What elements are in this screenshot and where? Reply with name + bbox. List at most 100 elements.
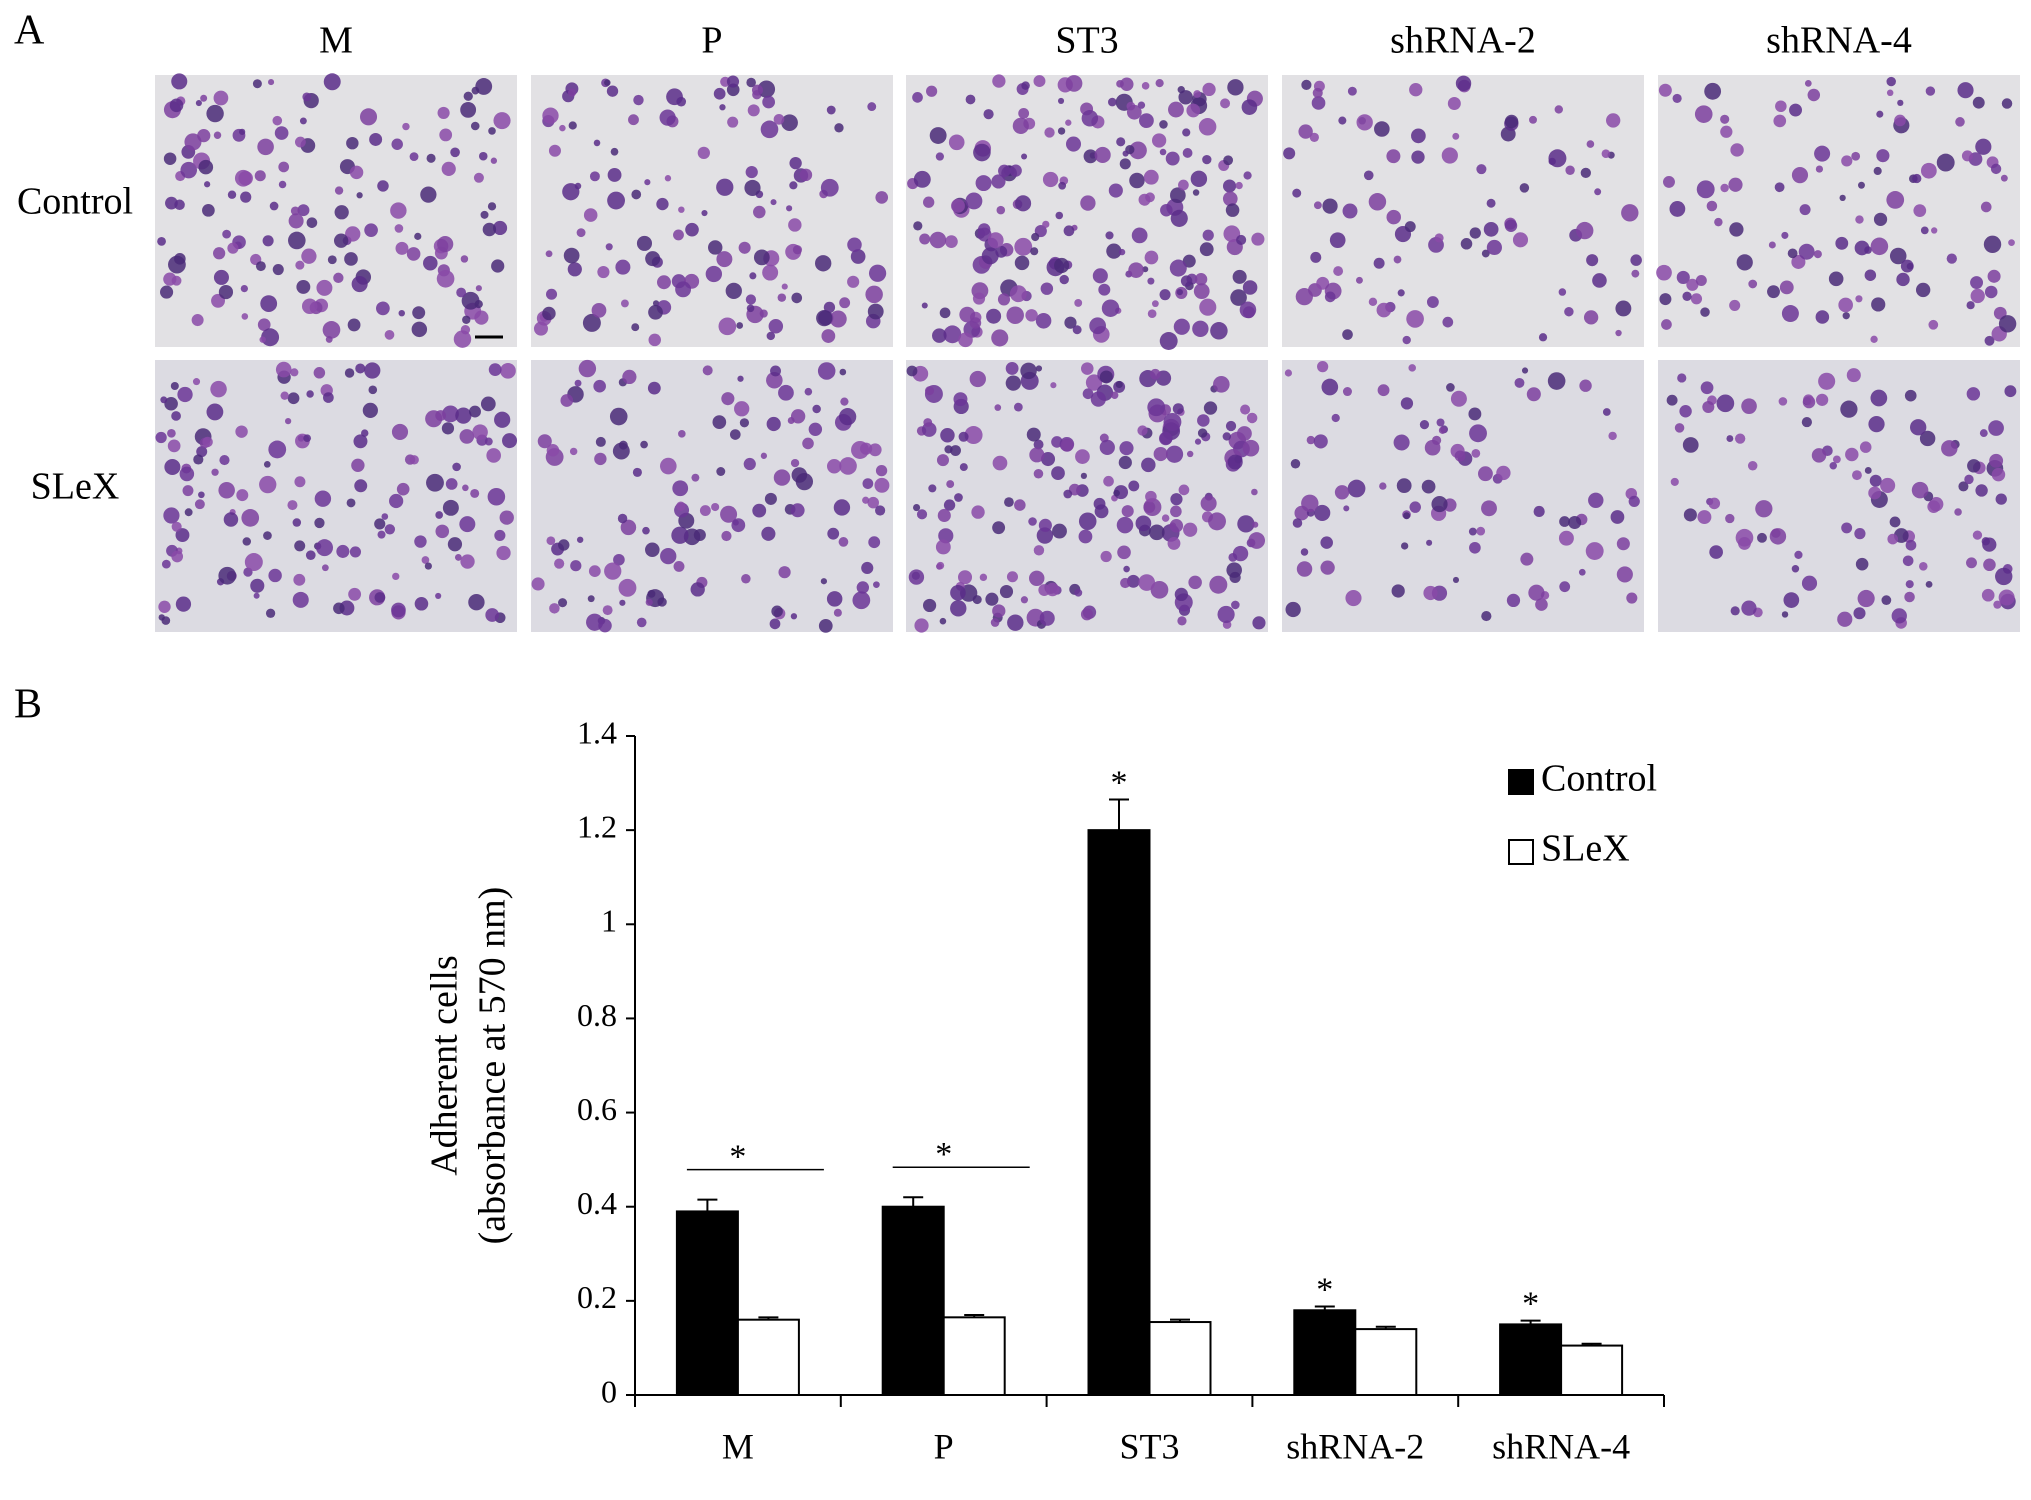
cell	[450, 147, 460, 158]
cell	[211, 468, 219, 476]
cell	[607, 168, 622, 182]
cell	[493, 112, 511, 130]
cell	[1431, 496, 1448, 513]
cell	[753, 249, 770, 266]
cell	[167, 439, 181, 453]
cell	[771, 605, 783, 618]
cell	[1842, 312, 1850, 320]
cell	[1159, 332, 1178, 350]
cell	[253, 592, 260, 599]
cell	[160, 396, 168, 404]
cell	[1006, 571, 1019, 583]
cell	[1373, 257, 1385, 269]
cell	[875, 505, 886, 516]
cell	[563, 247, 580, 264]
cell	[1241, 99, 1258, 115]
cell	[1594, 188, 1602, 196]
cell	[1009, 285, 1027, 303]
cell	[395, 241, 409, 255]
cell	[1320, 536, 1333, 549]
cell	[1074, 298, 1083, 307]
cell	[562, 183, 580, 201]
y-tick-label: 0.2	[577, 1279, 617, 1315]
cell	[1853, 607, 1866, 620]
cell	[719, 104, 726, 111]
cell	[808, 422, 823, 437]
cell	[1576, 221, 1594, 240]
cell	[973, 143, 991, 162]
micrograph	[155, 73, 517, 348]
cell	[1065, 136, 1082, 152]
cell	[299, 117, 307, 125]
micrograph	[906, 360, 1268, 633]
cell	[384, 524, 396, 535]
cell	[323, 392, 334, 403]
cell	[745, 294, 757, 305]
cell	[455, 407, 472, 424]
cell	[602, 605, 613, 616]
cell	[1155, 79, 1164, 88]
cell	[746, 77, 756, 88]
cell	[1309, 132, 1319, 142]
cell	[272, 115, 283, 126]
cell	[240, 284, 248, 293]
cell	[437, 106, 450, 120]
cell	[1042, 171, 1059, 188]
cell	[1857, 589, 1875, 608]
cell	[1616, 566, 1633, 583]
cell	[1814, 145, 1831, 162]
cell	[673, 229, 684, 241]
cell	[759, 309, 768, 318]
cell	[1726, 435, 1734, 442]
cell	[1666, 394, 1678, 406]
cell	[1400, 397, 1414, 410]
cell	[678, 206, 685, 213]
cell	[1891, 608, 1907, 624]
cell	[420, 186, 437, 203]
cell	[628, 114, 639, 126]
cell	[472, 424, 488, 440]
cell	[1471, 449, 1481, 458]
cell	[1781, 305, 1799, 323]
cell	[182, 485, 194, 497]
cell	[462, 484, 469, 492]
cell	[1038, 518, 1052, 532]
cell	[314, 517, 325, 529]
cell	[294, 136, 306, 148]
cell	[648, 333, 661, 347]
cell	[244, 553, 263, 572]
cell	[1730, 143, 1744, 157]
cell	[1007, 614, 1024, 631]
cell	[1169, 259, 1187, 277]
cell	[1694, 105, 1713, 123]
cell	[1103, 475, 1114, 487]
cell	[567, 88, 577, 97]
micrograph-background	[155, 360, 517, 632]
cell	[321, 564, 329, 572]
cell	[1220, 98, 1231, 109]
cell	[1200, 495, 1217, 512]
cell	[316, 279, 333, 296]
cell	[746, 304, 755, 313]
cell	[1682, 291, 1692, 302]
cell	[1846, 368, 1861, 383]
cell	[158, 600, 171, 613]
cell	[1099, 370, 1113, 384]
cell	[1980, 201, 1992, 213]
cell	[1995, 567, 2013, 586]
cell	[1919, 430, 1936, 447]
cell	[1714, 217, 1723, 227]
cell	[1683, 508, 1697, 522]
y-axis-title: Adherent cells	[424, 955, 466, 1176]
cell	[778, 566, 791, 579]
cell	[1060, 438, 1074, 452]
cell	[1311, 96, 1326, 110]
cell	[606, 85, 619, 97]
cell	[163, 507, 180, 524]
cell	[1748, 279, 1758, 289]
cell	[1151, 300, 1159, 308]
column-label: shRNA-2	[1390, 20, 1536, 62]
cell	[971, 505, 985, 519]
cell	[160, 285, 174, 299]
cell	[391, 602, 406, 618]
